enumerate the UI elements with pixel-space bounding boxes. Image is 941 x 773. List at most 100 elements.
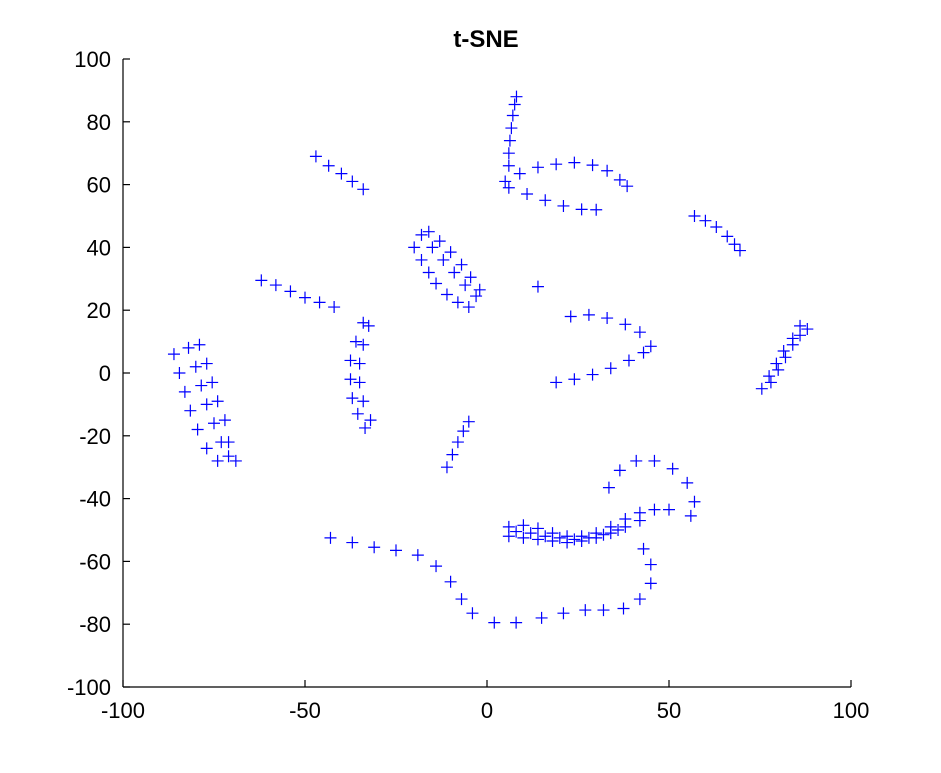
data-point-marker (353, 357, 366, 370)
data-point-marker (633, 514, 646, 527)
data-point-marker (597, 528, 610, 541)
data-point-marker (182, 341, 195, 354)
data-point-marker (575, 203, 588, 216)
y-tick-label: -40 (79, 487, 111, 512)
data-point-marker (422, 225, 435, 238)
data-point-marker (568, 156, 581, 169)
y-tick-label: -100 (67, 675, 111, 700)
data-point-marker (359, 421, 372, 434)
data-point-marker (546, 534, 559, 547)
data-point-marker (357, 316, 370, 329)
data-point-marker (357, 183, 370, 196)
data-point-marker (269, 279, 282, 292)
data-point-marker (772, 363, 785, 376)
data-point-marker (770, 357, 783, 370)
data-point-marker (433, 235, 446, 248)
data-point-marker (604, 527, 617, 540)
data-point-marker (229, 454, 242, 467)
data-point-marker (630, 454, 643, 467)
data-point-marker (502, 181, 515, 194)
data-point-marker (531, 161, 544, 174)
data-point-marker (200, 398, 213, 411)
data-point-marker (324, 531, 337, 544)
data-point-marker (510, 525, 523, 538)
data-point-marker (309, 150, 322, 163)
data-point-marker (601, 312, 614, 325)
data-point-marker (505, 122, 518, 135)
data-point-marker (437, 253, 450, 266)
data-point-marker (184, 404, 197, 417)
data-point-marker (613, 464, 626, 477)
data-point-marker (502, 530, 515, 543)
data-point-marker (430, 277, 443, 290)
data-point-marker (466, 607, 479, 620)
data-point-marker (568, 373, 581, 386)
data-point-marker (462, 301, 475, 314)
x-tick-label: -100 (101, 698, 145, 723)
data-point-marker (535, 611, 548, 624)
data-point-marker (794, 329, 807, 342)
data-point-marker (284, 285, 297, 298)
data-point-marker (208, 417, 220, 430)
data-point-marker (586, 368, 599, 381)
data-point-marker (422, 266, 435, 279)
data-point-marker (644, 340, 657, 353)
data-point-marker (550, 376, 563, 389)
data-point-marker (621, 180, 634, 193)
data-point-marker (510, 616, 523, 629)
y-tick-label: -60 (79, 549, 111, 574)
data-point-marker (351, 407, 364, 420)
data-point-marker (688, 210, 701, 222)
data-point-marker (619, 520, 632, 533)
data-point-marker (451, 296, 464, 309)
data-point-marker (200, 357, 213, 370)
x-tick-label: 0 (481, 698, 493, 723)
axes: -100 -50 0 50 100 100 80 60 40 20 0 -20 -40 -60 -80 -10… (67, 47, 869, 723)
data-point-marker (335, 167, 348, 180)
data-point-marker (513, 167, 526, 180)
data-point-marker (328, 301, 341, 314)
data-point-marker (777, 345, 790, 358)
data-point-marker (531, 533, 544, 546)
data-point-marker (644, 577, 657, 590)
data-point-marker (446, 448, 459, 461)
y-tick-label: 80 (87, 110, 111, 135)
data-point-marker (444, 246, 457, 259)
data-point-marker (763, 370, 776, 383)
data-point-marker (488, 616, 501, 629)
data-point-marker (666, 462, 679, 475)
data-point-marker (557, 199, 570, 212)
data-point-marker (586, 159, 599, 172)
data-point-marker (178, 385, 191, 398)
data-point-marker (721, 230, 734, 243)
data-point-marker (710, 220, 723, 233)
y-tick-label: 0 (99, 361, 111, 386)
data-point-marker (613, 173, 626, 186)
data-point-marker (470, 290, 483, 303)
data-point-marker (368, 541, 381, 554)
data-point-marker (728, 238, 741, 251)
data-point-marker (590, 203, 603, 216)
data-point-marker (344, 373, 357, 386)
data-point-marker (637, 542, 650, 555)
x-tick-label: 50 (657, 698, 681, 723)
data-point-marker (648, 503, 661, 516)
data-point-marker (779, 351, 792, 364)
data-point-marker (681, 476, 694, 489)
data-point-marker (411, 549, 424, 562)
data-point-marker (755, 382, 768, 395)
data-point-marker (622, 354, 635, 367)
data-points (167, 90, 814, 629)
data-point-marker (222, 436, 235, 449)
data-point-marker (173, 367, 186, 379)
x-tick-label: -50 (289, 698, 321, 723)
data-point-marker (503, 134, 516, 147)
data-point-marker (688, 495, 701, 508)
data-point-marker (346, 175, 359, 188)
data-point-marker (222, 450, 235, 463)
data-point-marker (597, 604, 610, 617)
data-point-marker (801, 323, 814, 336)
data-point-marker (531, 280, 544, 293)
data-point-marker (499, 175, 512, 188)
